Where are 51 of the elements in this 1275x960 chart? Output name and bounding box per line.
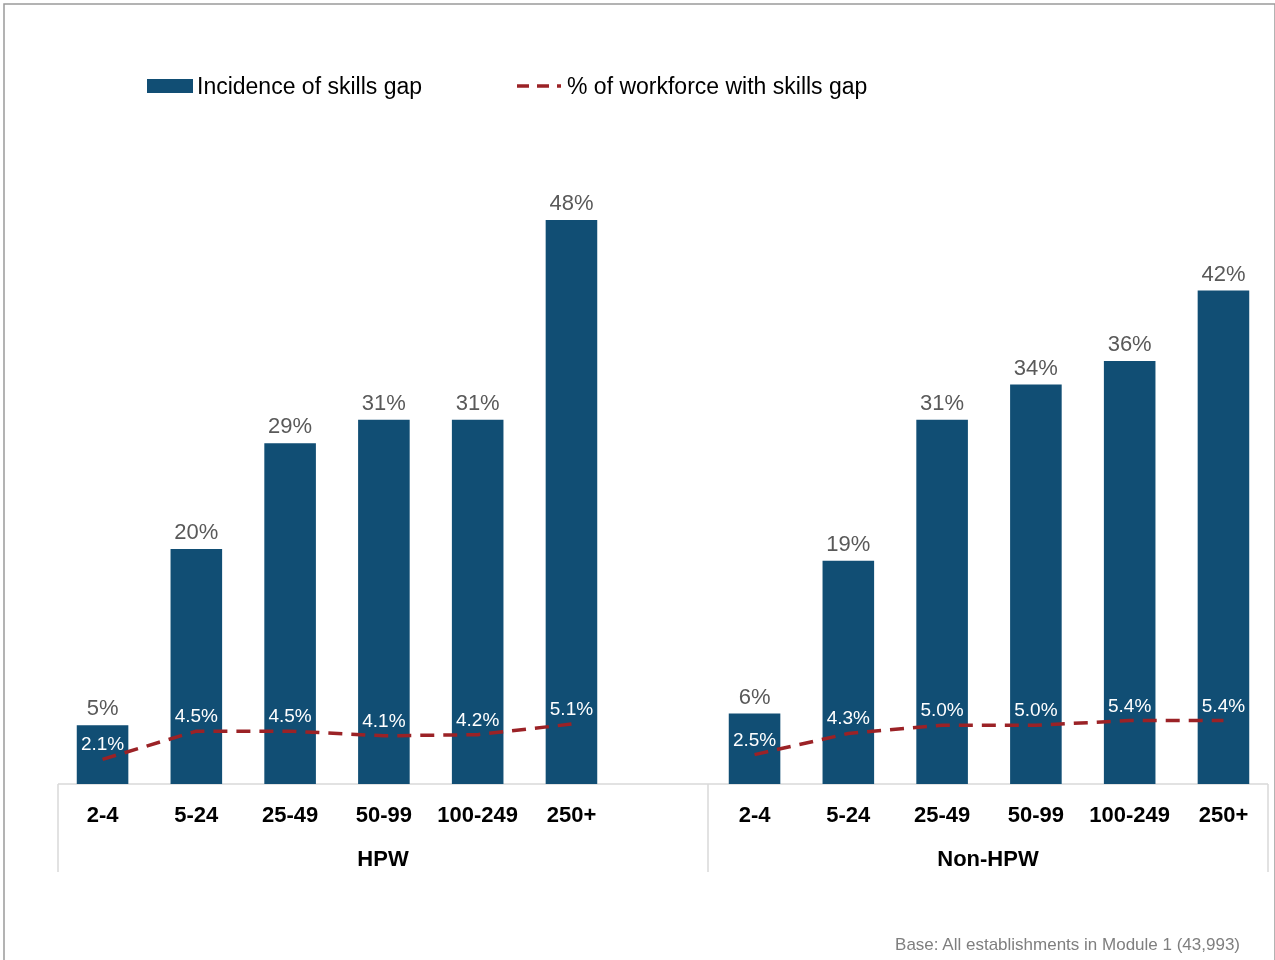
- data-label: 2.5%: [732, 728, 777, 750]
- bar: [545, 220, 598, 784]
- data-label: 5.0%: [1014, 699, 1058, 721]
- data-label: 19%: [826, 530, 871, 556]
- data-label: 31%: [920, 389, 965, 415]
- bar: [1010, 384, 1062, 784]
- data-label: 34%: [1013, 354, 1058, 380]
- x-axis-title: HPW: [357, 846, 409, 871]
- x-tick-label: 25-49: [261, 802, 319, 827]
- data-label: 4.2%: [456, 708, 500, 730]
- data-label: 4.1%: [362, 709, 406, 731]
- data-label: 5.4%: [1108, 694, 1152, 716]
- bar: [451, 419, 504, 784]
- x-tick-label: 5-24: [826, 802, 872, 827]
- bar: [1103, 361, 1156, 784]
- data-label: 48%: [549, 190, 594, 215]
- data-label: 20%: [174, 519, 219, 544]
- x-tick-label: 100-249: [1089, 802, 1171, 827]
- text: Base: All establishments in Module 1 (43,993): [895, 935, 1240, 954]
- x-tick-label: 250+: [1198, 802, 1249, 827]
- legend-label: % of workforce with skills gap: [567, 73, 868, 99]
- x-tick-label: 250+: [546, 802, 597, 827]
- data-label: 31%: [361, 389, 406, 415]
- data-label: 4.5%: [268, 705, 312, 727]
- x-tick-label: 25-49: [913, 802, 971, 827]
- x-tick-label: 50-99: [355, 802, 413, 827]
- x-tick-label: 50-99: [1007, 802, 1065, 827]
- data-label: 5.0%: [920, 699, 964, 721]
- data-label: 31%: [455, 389, 500, 415]
- x-tick-label: 5-24: [174, 802, 220, 827]
- x-tick-label: 2-4: [86, 802, 120, 827]
- bar: [170, 549, 223, 784]
- data-label: 5.4%: [1201, 694, 1246, 716]
- bar: [822, 560, 875, 784]
- bar: [1197, 290, 1250, 784]
- data-label: 36%: [1107, 331, 1152, 356]
- bar: [358, 419, 410, 784]
- data-label: 5.1%: [549, 698, 594, 720]
- x-tick-label: 2-4: [738, 802, 772, 827]
- data-label: 4.5%: [174, 705, 219, 727]
- data-label: 29%: [268, 413, 313, 439]
- legend-label: Incidence of skills gap: [197, 73, 423, 99]
- data-label: 6%: [738, 683, 771, 709]
- data-label: 5%: [86, 695, 119, 721]
- x-tick-label: 100-249: [437, 802, 519, 827]
- bar: [264, 443, 316, 784]
- data-label: 4.3%: [826, 707, 871, 729]
- data-label: 42%: [1201, 260, 1246, 286]
- data-label: 2.1%: [80, 733, 125, 755]
- bar: [916, 419, 968, 784]
- x-axis-title: Non-HPW: [937, 846, 1039, 871]
